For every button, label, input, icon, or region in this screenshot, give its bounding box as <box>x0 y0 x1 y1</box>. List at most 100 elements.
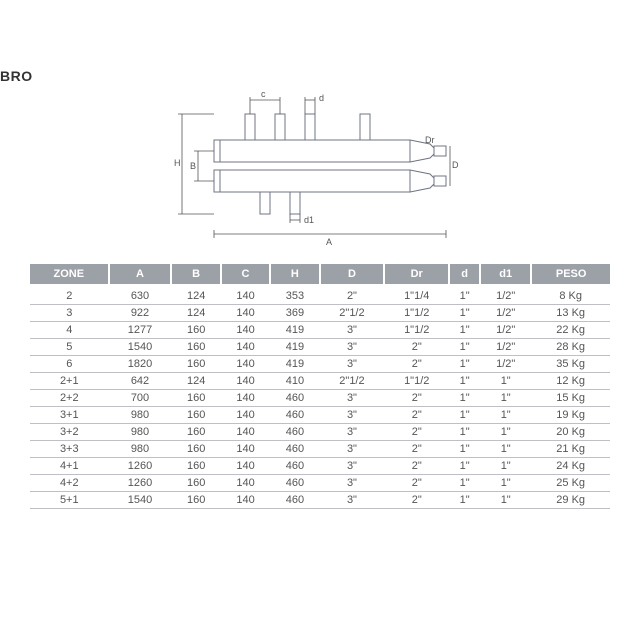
col-zone: ZONE <box>30 264 109 284</box>
table-cell: 1" <box>449 441 480 458</box>
table-cell: 2" <box>384 407 449 424</box>
table-cell: 2"1/2 <box>320 373 385 390</box>
lower-manifold <box>214 170 446 214</box>
table-cell: 12 Kg <box>531 373 610 390</box>
table-cell: 980 <box>109 407 172 424</box>
table-cell: 3+3 <box>30 441 109 458</box>
spec-table-body: 26301241403532"1"1/41"1/2"8 Kg3922124140… <box>30 284 610 509</box>
manifold-diagram: c d d1 A <box>170 70 470 250</box>
table-cell: 460 <box>270 492 319 509</box>
table-cell: 124 <box>171 373 220 390</box>
table-cell: 1/2" <box>480 305 531 322</box>
table-cell: 21 Kg <box>531 441 610 458</box>
table-cell: 460 <box>270 424 319 441</box>
table-cell: 1" <box>480 373 531 390</box>
table-cell: 160 <box>171 424 220 441</box>
table-cell: 140 <box>221 356 270 373</box>
table-cell: 3" <box>320 390 385 407</box>
table-cell: 140 <box>221 322 270 339</box>
col-h: H <box>270 264 319 284</box>
svg-text:d: d <box>319 93 324 103</box>
table-cell: 4+1 <box>30 458 109 475</box>
table-cell: 2" <box>384 356 449 373</box>
svg-text:Dr: Dr <box>425 135 435 145</box>
dim-d1: d1 <box>290 214 314 225</box>
table-cell: 124 <box>171 284 220 305</box>
table-cell: 1260 <box>109 458 172 475</box>
table-cell: 1" <box>480 407 531 424</box>
table-cell: 1/2" <box>480 284 531 305</box>
table-cell: 160 <box>171 322 220 339</box>
table-cell: 3 <box>30 305 109 322</box>
table-cell: 3+1 <box>30 407 109 424</box>
table-cell: 419 <box>270 356 319 373</box>
table-row: 3+29801601404603"2"1"1"20 Kg <box>30 424 610 441</box>
table-cell: 1540 <box>109 492 172 509</box>
table-cell: 1" <box>449 390 480 407</box>
table-cell: 1277 <box>109 322 172 339</box>
table-cell: 1"1/2 <box>384 322 449 339</box>
table-cell: 140 <box>221 458 270 475</box>
table-cell: 6 <box>30 356 109 373</box>
table-cell: 8 Kg <box>531 284 610 305</box>
table-cell: 3" <box>320 492 385 509</box>
table-cell: 3" <box>320 407 385 424</box>
table-cell: 140 <box>221 424 270 441</box>
dim-c: c <box>250 89 280 114</box>
table-cell: 1" <box>449 284 480 305</box>
table-cell: 3" <box>320 339 385 356</box>
table-cell: 1/2" <box>480 339 531 356</box>
table-cell: 3+2 <box>30 424 109 441</box>
table-cell: 5 <box>30 339 109 356</box>
table-cell: 28 Kg <box>531 339 610 356</box>
table-row: 4+112601601404603"2"1"1"24 Kg <box>30 458 610 475</box>
table-cell: 160 <box>171 356 220 373</box>
table-row: 26301241403532"1"1/41"1/2"8 Kg <box>30 284 610 305</box>
table-cell: 1" <box>449 356 480 373</box>
table-cell: 922 <box>109 305 172 322</box>
table-cell: 2" <box>384 424 449 441</box>
table-cell: 160 <box>171 475 220 492</box>
table-cell: 2" <box>384 441 449 458</box>
table-cell: 2+2 <box>30 390 109 407</box>
table-cell: 1" <box>480 424 531 441</box>
table-cell: 29 Kg <box>531 492 610 509</box>
dim-A: A <box>214 230 446 247</box>
table-cell: 3" <box>320 475 385 492</box>
table-cell: 140 <box>221 390 270 407</box>
dim-B: B <box>190 151 214 181</box>
table-cell: 353 <box>270 284 319 305</box>
table-cell: 160 <box>171 339 220 356</box>
col-dr: Dr <box>384 264 449 284</box>
table-cell: 1" <box>449 475 480 492</box>
table-row: 2+16421241404102"1/21"1/21"1"12 Kg <box>30 373 610 390</box>
table-cell: 3" <box>320 441 385 458</box>
table-cell: 4+2 <box>30 475 109 492</box>
table-cell: 160 <box>171 441 220 458</box>
col-d: D <box>320 264 385 284</box>
table-cell: 460 <box>270 475 319 492</box>
svg-text:D: D <box>452 160 459 170</box>
upper-manifold <box>214 114 446 162</box>
table-cell: 140 <box>221 407 270 424</box>
table-cell: 2" <box>384 390 449 407</box>
table-cell: 1" <box>480 458 531 475</box>
col-c: C <box>221 264 270 284</box>
col-dd: d <box>449 264 480 284</box>
table-cell: 642 <box>109 373 172 390</box>
dim-D: D <box>450 146 459 186</box>
table-cell: 25 Kg <box>531 475 610 492</box>
svg-text:c: c <box>261 89 266 99</box>
table-cell: 630 <box>109 284 172 305</box>
table-cell: 2" <box>320 284 385 305</box>
table-cell: 2" <box>384 458 449 475</box>
table-cell: 140 <box>221 373 270 390</box>
col-a: A <box>109 264 172 284</box>
table-cell: 3" <box>320 356 385 373</box>
table-cell: 1/2" <box>480 356 531 373</box>
table-cell: 160 <box>171 458 220 475</box>
spec-table-head: ZONE A B C H D Dr d d1 PESO <box>30 264 610 284</box>
table-cell: 1" <box>449 458 480 475</box>
table-cell: 2" <box>384 492 449 509</box>
col-peso: PESO <box>531 264 610 284</box>
